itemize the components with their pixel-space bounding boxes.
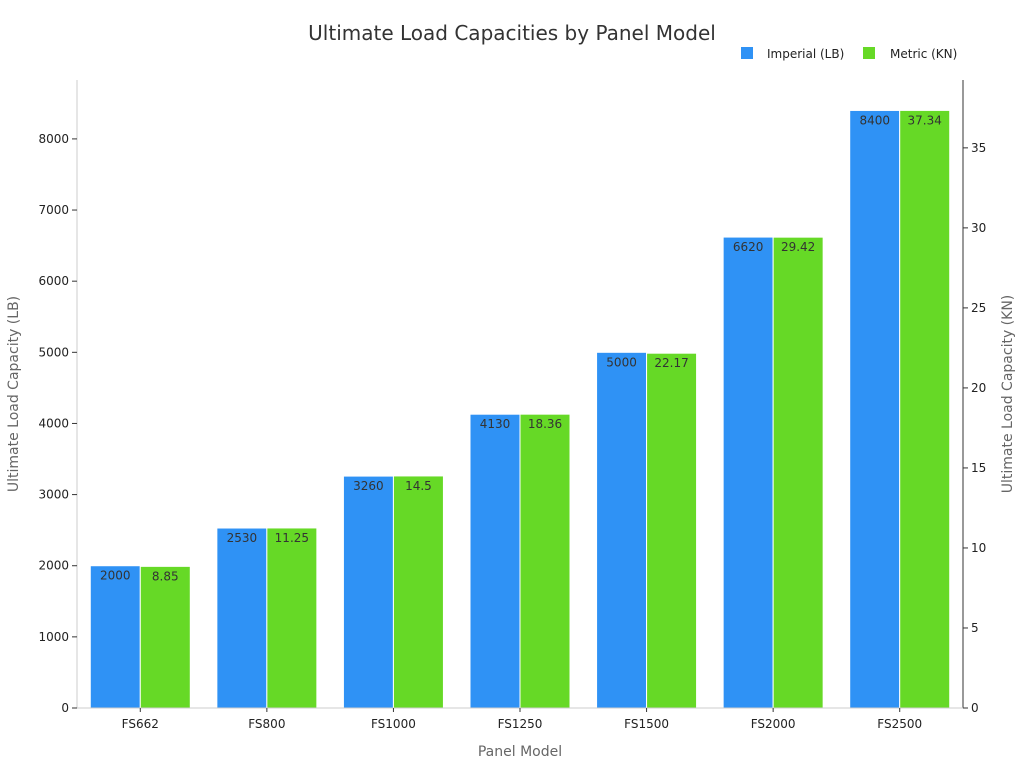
bar-label-metric-fs800: 11.25 — [275, 531, 309, 545]
x-tick-label: FS1500 — [624, 717, 669, 731]
bar-label-metric-fs1250: 18.36 — [528, 417, 562, 431]
y2-tick-label: 0 — [971, 701, 979, 715]
legend-swatch-metric — [863, 47, 875, 59]
bar-metric-fs662 — [139, 565, 191, 709]
y-tick-label: 0 — [61, 701, 69, 715]
bar-label-metric-fs1000: 14.5 — [405, 479, 432, 493]
left-axis-ticks: 0 1000 2000 3000 4000 5000 6000 7000 8000 — [38, 132, 77, 715]
bar-metric-fs800 — [266, 527, 318, 709]
x-tick-label: FS1250 — [498, 717, 543, 731]
bar-imperial-fs800 — [216, 527, 268, 709]
y-tick-label: 2000 — [38, 559, 69, 573]
bar-group — [89, 109, 951, 709]
bar-label-imperial-fs662: 2000 — [100, 569, 131, 583]
bar-metric-fs2500 — [899, 109, 951, 709]
bar-imperial-fs2500 — [849, 109, 901, 709]
y2-tick-label: 15 — [971, 461, 986, 475]
y-tick-label: 6000 — [38, 274, 69, 288]
y-axis-label-right: Ultimate Load Capacity (KN) — [1000, 295, 1016, 494]
bar-label-imperial-fs2500: 8400 — [859, 113, 890, 127]
bar-label-metric-fs2000: 29.42 — [781, 240, 815, 254]
legend-swatch-imperial — [741, 47, 753, 59]
y2-tick-label: 20 — [971, 381, 986, 395]
x-axis-ticks: FS662 FS800 FS1000 FS1250 FS1500 FS2000 FS2500 — [122, 708, 922, 731]
chart-title: Ultimate Load Capacities by Panel Model — [308, 21, 716, 45]
bar-label-imperial-fs1250: 4130 — [480, 417, 511, 431]
y-tick-label: 7000 — [38, 203, 69, 217]
x-tick-label: FS1000 — [371, 717, 416, 731]
bar-imperial-fs1500 — [596, 351, 648, 709]
legend-label-metric: Metric (KN) — [890, 47, 957, 61]
bar-label-metric-fs662: 8.85 — [152, 569, 179, 583]
x-tick-label: FS662 — [122, 717, 159, 731]
bar-label-metric-fs1500: 22.17 — [654, 356, 688, 370]
bar-metric-fs1250 — [519, 413, 571, 709]
y-tick-label: 5000 — [38, 345, 69, 359]
y-tick-label: 4000 — [38, 416, 69, 430]
bar-imperial-fs662 — [89, 565, 141, 709]
x-tick-label: FS2000 — [751, 717, 796, 731]
bar-imperial-fs1250 — [469, 413, 521, 709]
y-tick-label: 8000 — [38, 132, 69, 146]
bar-imperial-fs1000 — [342, 475, 394, 709]
legend-label-imperial: Imperial (LB) — [767, 47, 844, 61]
bar-label-imperial-fs2000: 6620 — [733, 240, 764, 254]
bar-metric-fs1000 — [392, 475, 444, 709]
bar-imperial-fs2000 — [722, 236, 774, 709]
bar-label-metric-fs2500: 37.34 — [908, 113, 942, 127]
y-tick-label: 1000 — [38, 630, 69, 644]
bar-metric-fs2000 — [772, 236, 824, 709]
right-axis-ticks: 0 5 10 15 20 25 30 35 — [963, 141, 986, 715]
y-tick-label: 3000 — [38, 488, 69, 502]
bar-label-group: 2000 8.85 2530 11.25 3260 14.5 4130 18.36 5000 22… — [100, 113, 942, 583]
x-tick-label: FS800 — [248, 717, 285, 731]
x-tick-label: FS2500 — [877, 717, 922, 731]
bar-label-imperial-fs1500: 5000 — [606, 355, 637, 369]
y-axis-label-left: Ultimate Load Capacity (LB) — [6, 296, 22, 492]
legend: Imperial (LB) Metric (KN) — [741, 47, 957, 61]
bar-label-imperial-fs1000: 3260 — [353, 479, 384, 493]
x-axis-label: Panel Model — [478, 744, 562, 760]
bar-label-imperial-fs800: 2530 — [227, 531, 258, 545]
bar-metric-fs1500 — [646, 352, 698, 709]
y2-tick-label: 25 — [971, 301, 986, 315]
y2-tick-label: 30 — [971, 221, 986, 235]
y2-tick-label: 5 — [971, 621, 979, 635]
y2-tick-label: 35 — [971, 141, 986, 155]
y2-tick-label: 10 — [971, 541, 986, 555]
